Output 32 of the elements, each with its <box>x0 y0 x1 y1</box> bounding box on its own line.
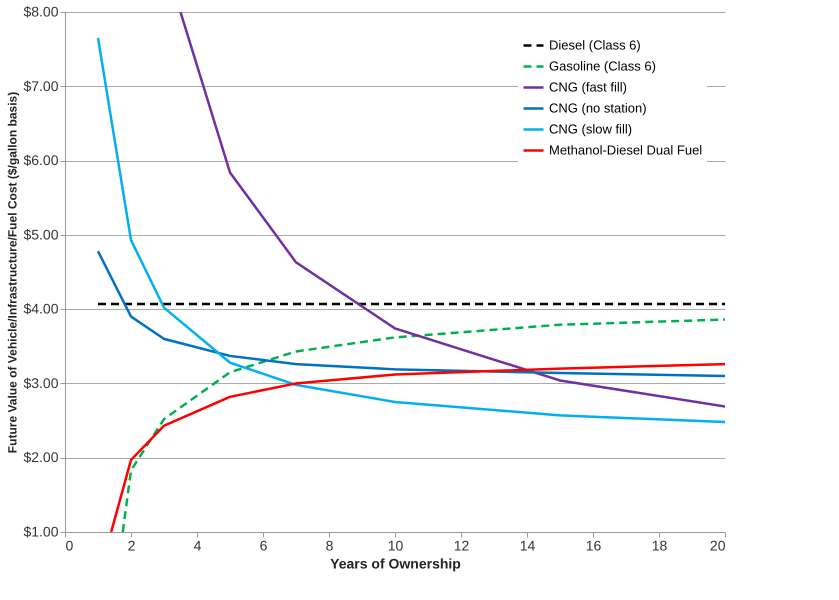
line-series <box>179 12 725 408</box>
x-tick-label: 12 <box>454 538 470 554</box>
line-series <box>96 250 725 378</box>
y-tick-label: $7.00 <box>23 78 59 94</box>
x-tick-label: 4 <box>194 538 202 554</box>
x-tick-label: 16 <box>586 538 602 554</box>
x-tick-label: 8 <box>326 538 334 554</box>
y-tick-label: $2.00 <box>23 449 59 466</box>
legend-label: CNG (no station) <box>549 100 647 116</box>
y-tick-label: $5.00 <box>23 226 59 242</box>
y-axis-title: Future Value of Vehicle/Infrastructure/Fuel Cost ($/gallon basis) <box>5 92 20 454</box>
line-series <box>96 36 725 424</box>
y-tick-label: $1.00 <box>23 524 59 540</box>
x-tick-label: 10 <box>388 538 404 554</box>
y-tick-label: $3.00 <box>23 374 59 391</box>
x-tick-label: 0 <box>66 538 74 554</box>
legend-label: Methanol-Diesel Dual Fuel <box>549 142 702 158</box>
x-tick-label: 6 <box>260 538 268 554</box>
x-tick-label: 14 <box>520 538 536 554</box>
legend-label: CNG (slow fill) <box>549 122 632 136</box>
y-tick-label: $8.00 <box>23 4 59 20</box>
legend-label: CNG (fast fill) <box>549 80 627 94</box>
x-tick-label: 18 <box>652 538 668 554</box>
x-tick-label: 20 <box>710 538 726 554</box>
legend-label: Diesel (Class 6) <box>549 38 641 52</box>
x-axis-title: Years of Ownership <box>330 556 461 572</box>
x-tick-label: 2 <box>128 538 136 554</box>
legend-label: Gasoline (Class 6) <box>549 58 656 74</box>
line-series <box>110 362 725 532</box>
line-series <box>122 318 725 532</box>
y-tick-label: $4.00 <box>23 300 59 317</box>
y-tick-label: $6.00 <box>23 152 59 168</box>
